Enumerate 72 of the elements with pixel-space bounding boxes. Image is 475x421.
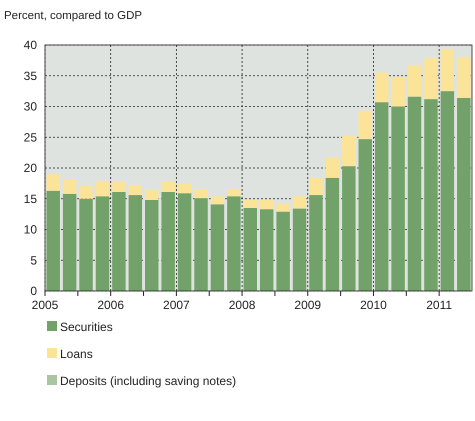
y-axis-title: Percent, compared to GDP	[4, 10, 142, 22]
y-tick-label: 20	[24, 161, 38, 175]
bar	[210, 204, 224, 291]
y-tick-label: 15	[24, 192, 38, 206]
bar	[145, 200, 158, 291]
legend-label: Loans	[60, 347, 93, 361]
bar	[178, 193, 192, 291]
bar	[292, 196, 306, 209]
legend-label: Securities	[60, 320, 113, 334]
bar	[358, 139, 372, 291]
y-tick-label: 30	[24, 100, 38, 114]
bar	[194, 198, 208, 291]
bar	[62, 194, 76, 291]
bar	[46, 174, 60, 191]
bar	[96, 180, 110, 196]
x-tick-label: 2011	[426, 298, 452, 312]
bar	[408, 96, 422, 291]
bar	[62, 179, 76, 194]
bar	[440, 49, 454, 92]
bar	[391, 106, 405, 291]
bar	[96, 196, 110, 291]
y-tick-label: 35	[24, 68, 38, 83]
y-tick-label: 10	[24, 222, 38, 236]
bar	[244, 208, 258, 291]
bar	[210, 196, 224, 204]
y-tick-label: 0	[30, 284, 38, 298]
bar	[424, 99, 438, 291]
bar	[374, 72, 388, 102]
legend-label: Deposits (including saving notes)	[60, 374, 236, 388]
bar	[112, 180, 126, 192]
bar	[260, 209, 274, 291]
bar	[342, 166, 356, 291]
bar	[161, 182, 175, 192]
bar	[112, 192, 126, 291]
bar	[227, 196, 241, 291]
bar	[260, 200, 274, 210]
bar	[440, 91, 454, 291]
bar	[46, 190, 60, 291]
bar	[342, 136, 356, 166]
x-tick-label: 2006	[97, 298, 124, 312]
y-tick-label: 5	[30, 253, 38, 268]
bar	[194, 190, 208, 198]
y-tick-label: 40	[24, 38, 38, 52]
bar	[309, 195, 323, 291]
bar	[374, 102, 388, 291]
bar	[178, 184, 192, 194]
bar	[128, 195, 142, 291]
bar	[358, 110, 372, 140]
x-tick-label: 2010	[360, 298, 388, 312]
bar	[292, 208, 306, 291]
bar	[424, 58, 438, 100]
bar	[161, 192, 175, 291]
y-tick-label: 25	[24, 130, 38, 144]
bar	[326, 178, 340, 291]
bar	[227, 188, 241, 196]
bar	[408, 65, 422, 97]
x-tick-label: 2007	[163, 298, 190, 312]
bar	[79, 186, 93, 199]
bar	[128, 185, 142, 196]
bar	[276, 204, 290, 212]
x-tick-label: 2009	[294, 298, 322, 312]
bar	[457, 57, 471, 98]
bar	[276, 212, 290, 291]
bar	[145, 190, 158, 200]
bar	[309, 178, 323, 196]
bar	[457, 98, 471, 291]
bar	[391, 76, 405, 106]
bar	[244, 200, 258, 208]
x-tick-label: 2005	[32, 298, 59, 312]
bar	[79, 198, 93, 291]
bar	[326, 158, 340, 178]
x-tick-label: 2008	[228, 298, 256, 312]
